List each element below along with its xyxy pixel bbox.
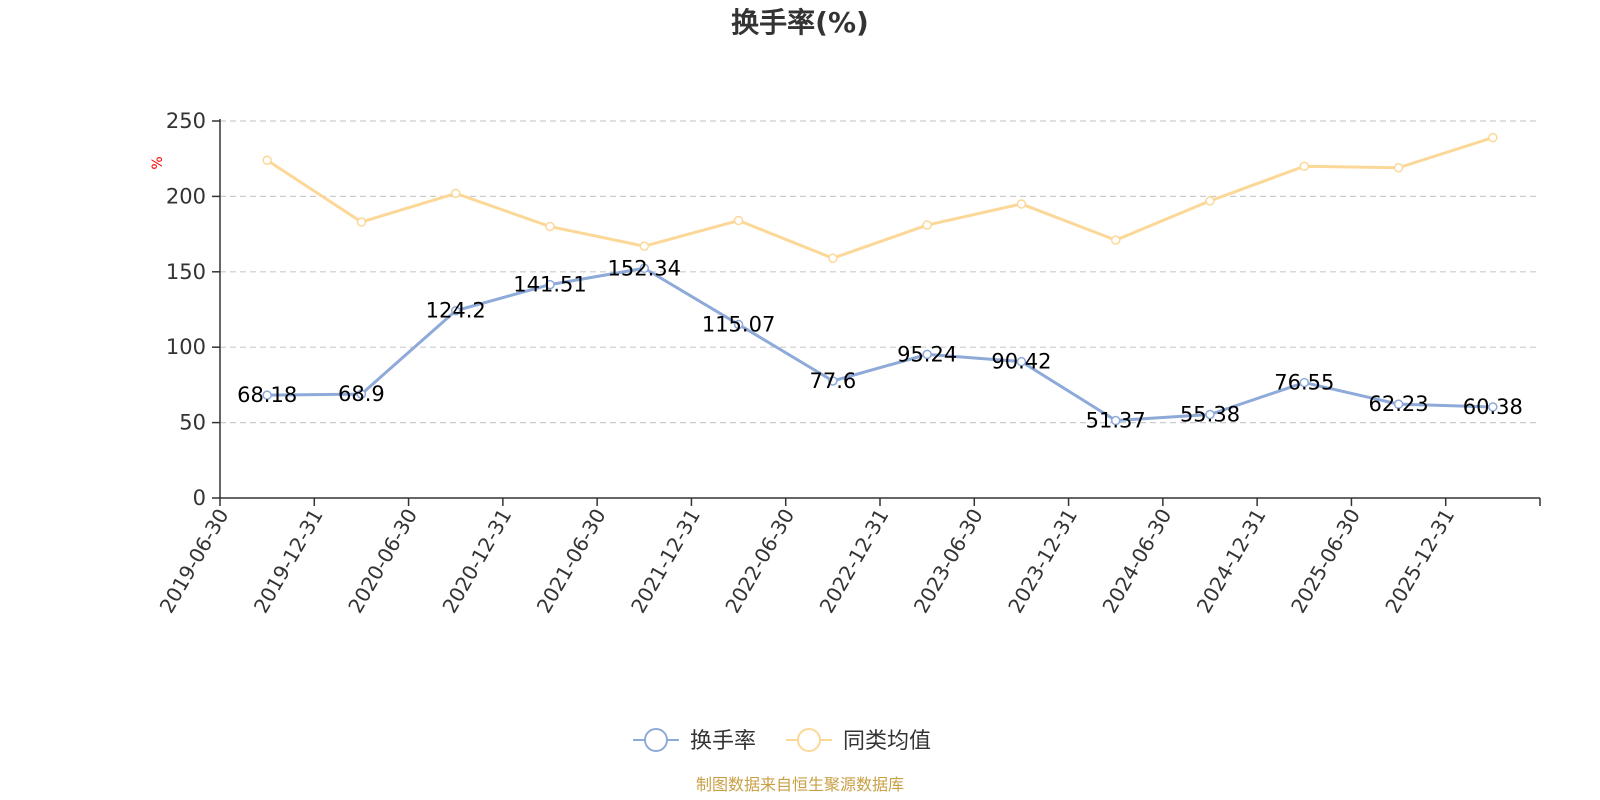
data-label: 141.51 xyxy=(513,273,586,297)
data-label: 115.07 xyxy=(702,312,775,336)
x-tick-label: 2024-06-30 xyxy=(1097,505,1176,618)
y-tick-label: 250 xyxy=(166,109,206,133)
data-point xyxy=(545,279,555,290)
x-axis: 2019-06-30 2019-12-31 2020-06-30 2020-12-31… xyxy=(155,497,1541,618)
data-point xyxy=(733,215,744,226)
data-point xyxy=(1393,162,1404,173)
data-point xyxy=(1110,415,1121,426)
chart-title: 换手率(%) xyxy=(731,6,869,39)
data-point xyxy=(356,217,367,227)
data-label: 51.37 xyxy=(1086,409,1146,433)
data-point xyxy=(450,188,461,199)
data-point xyxy=(1205,409,1215,420)
legend: 换手率 同类均值 xyxy=(633,728,931,754)
x-tick-label: 2020-12-31 xyxy=(437,505,516,618)
x-tick-label: 2022-12-31 xyxy=(815,505,894,618)
data-point xyxy=(1016,199,1027,209)
x-tick-label: 2023-12-31 xyxy=(1003,505,1082,618)
data-point xyxy=(262,390,272,400)
y-tick-label: 0 xyxy=(193,486,206,510)
data-labels-layer: 68.18 68.9 124.2 141.51 152.34 115.07 77.6 95.2… xyxy=(237,256,1523,432)
legend-marker xyxy=(644,728,668,752)
data-point xyxy=(545,221,555,232)
data-label: 152.34 xyxy=(608,256,681,280)
data-point xyxy=(356,389,367,399)
series-layer xyxy=(262,132,1498,426)
x-tick-label: 2024-12-31 xyxy=(1192,505,1271,618)
y-axis: 0 50 100 150 200 250 xyxy=(166,109,221,510)
data-point xyxy=(922,220,932,230)
data-label: 77.6 xyxy=(809,369,856,393)
x-tick-label: 2023-06-30 xyxy=(909,505,988,618)
data-point xyxy=(828,376,838,386)
data-point xyxy=(733,319,744,330)
data-label: 68.9 xyxy=(338,382,385,406)
data-point xyxy=(1488,132,1498,143)
data-point xyxy=(1393,399,1404,409)
legend-label: 同类均值 xyxy=(843,729,931,754)
data-point xyxy=(922,349,932,360)
data-label: 60.38 xyxy=(1463,395,1523,419)
y-axis-unit-label: % xyxy=(150,156,166,169)
grid-lines xyxy=(220,120,1540,424)
x-tick-label: 2021-12-31 xyxy=(626,505,705,618)
data-label: 62.23 xyxy=(1369,392,1429,416)
x-tick-label: 2022-06-30 xyxy=(720,505,799,618)
x-tick-label: 2019-06-30 xyxy=(155,505,234,618)
x-tick-label: 2025-12-31 xyxy=(1380,505,1459,618)
source-note: 制图数据来自恒生聚源数据库 xyxy=(696,775,904,794)
data-point xyxy=(828,253,838,263)
x-tick-label: 2019-12-31 xyxy=(249,505,328,618)
data-label: 90.42 xyxy=(991,350,1051,374)
data-label: 95.24 xyxy=(897,342,957,366)
data-point xyxy=(450,305,461,316)
series-line xyxy=(267,266,1493,423)
y-tick-label: 100 xyxy=(166,335,206,359)
y-tick-label: 200 xyxy=(166,184,206,208)
series-line xyxy=(266,136,1494,260)
data-point xyxy=(1110,235,1121,245)
data-point xyxy=(1299,377,1310,388)
x-tick-label: 2025-06-30 xyxy=(1286,505,1365,618)
legend-label: 换手率 xyxy=(690,729,756,754)
y-tick-label: 150 xyxy=(166,260,206,284)
data-point xyxy=(262,155,272,165)
data-point xyxy=(639,241,650,251)
data-point xyxy=(1205,196,1215,206)
y-tick-label: 50 xyxy=(179,411,206,435)
data-label: 68.18 xyxy=(237,383,297,407)
data-label: 55.38 xyxy=(1180,402,1240,426)
x-tick-label: 2020-06-30 xyxy=(343,505,422,618)
data-label: 124.2 xyxy=(426,299,486,323)
data-point xyxy=(1299,161,1310,171)
x-tick-label: 2021-06-30 xyxy=(532,505,611,618)
data-point xyxy=(1488,402,1498,412)
legend-marker xyxy=(797,728,821,752)
data-point xyxy=(639,263,650,274)
data-label: 76.55 xyxy=(1274,371,1334,395)
data-point xyxy=(1016,356,1027,367)
